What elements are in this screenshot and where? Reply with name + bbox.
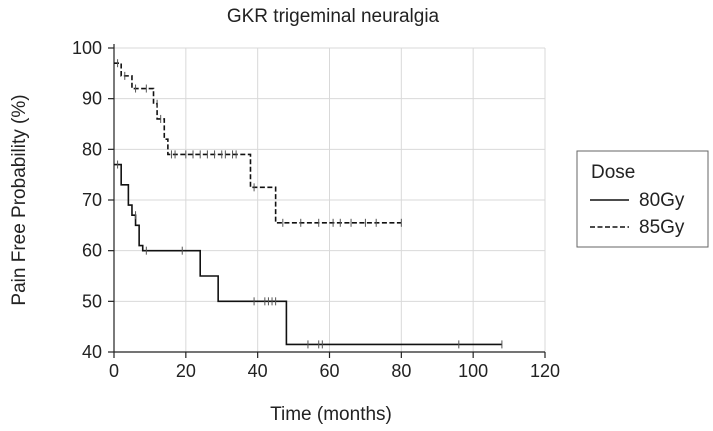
y-tick-label: 70 [82, 190, 102, 210]
gridlines [114, 47, 546, 352]
x-axis-label: Time (months) [270, 404, 392, 425]
x-tick-label: 20 [176, 361, 196, 381]
axes: 0 20 40 60 80 100 120 40 50 60 70 80 90 100 [72, 38, 560, 381]
legend-label-85gy: 85Gy [639, 217, 685, 238]
y-tick-label: 60 [82, 241, 102, 261]
legend-title: Dose [591, 162, 635, 183]
series-layer [114, 59, 503, 349]
legend-label-80gy: 80Gy [639, 190, 685, 211]
legend-box [576, 150, 709, 248]
legend: Dose 80Gy 85Gy [576, 150, 709, 248]
y-tick-label: 80 [82, 139, 102, 159]
x-tick-label: 120 [530, 361, 560, 381]
y-axis-label: Pain Free Probability (%) [9, 94, 30, 305]
y-tick-label: 100 [72, 38, 102, 58]
chart-title: GKR trigeminal neuralgia [227, 6, 440, 27]
x-tick-label: 0 [109, 361, 119, 381]
y-tick-label: 50 [82, 291, 102, 311]
x-tick-label: 80 [391, 361, 411, 381]
x-tick-label: 40 [248, 361, 268, 381]
x-tick-label: 60 [319, 361, 339, 381]
x-tick-label: 100 [458, 361, 488, 381]
y-tick-label: 90 [82, 89, 102, 109]
y-tick-label: 40 [82, 342, 102, 362]
series-line-80gy [114, 163, 502, 346]
